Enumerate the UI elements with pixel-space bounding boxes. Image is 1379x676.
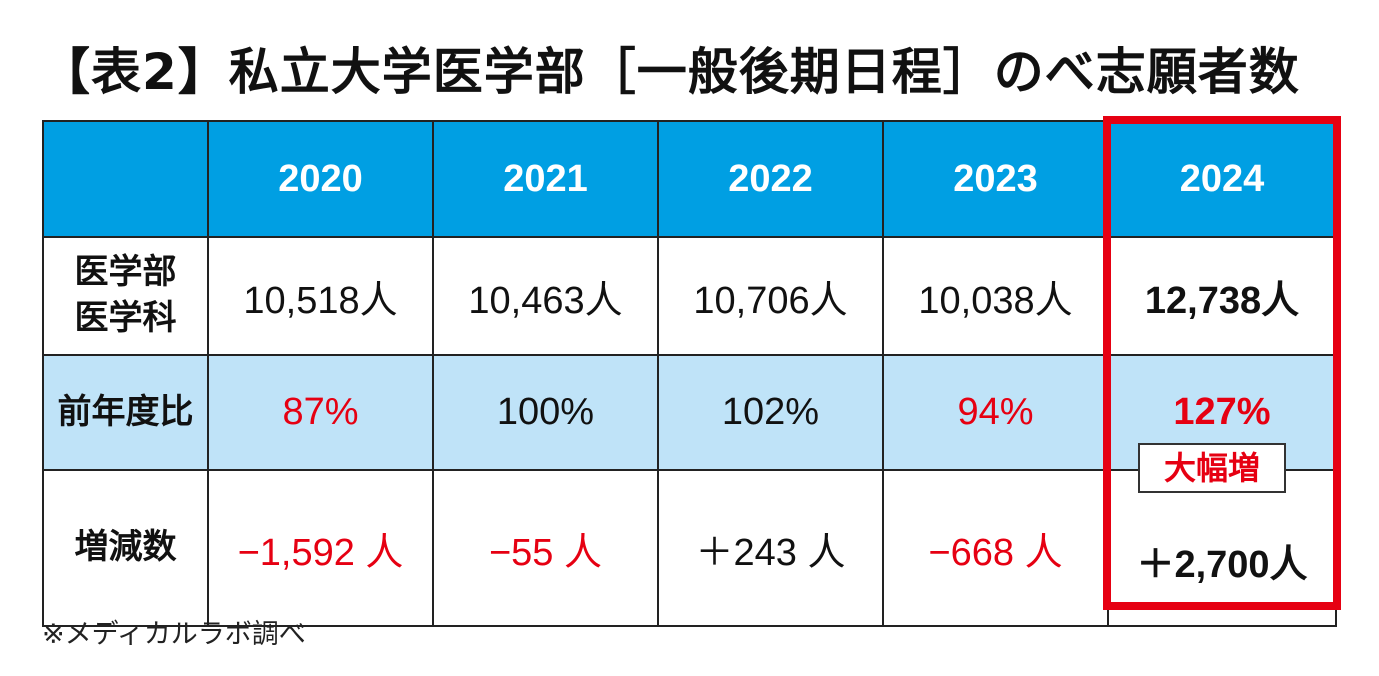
row-label-applicants: 医学部 医学科 [42, 236, 209, 356]
header-year-2021: 2021 [432, 120, 659, 238]
header-year-2024: 2024 [1107, 120, 1337, 238]
row-label-change: 増減数 [42, 469, 209, 627]
big-increase-badge: 大幅増 [1138, 443, 1286, 493]
row-change: 増減数 −1,592 人 −55 人 ＋243 人 −668 人 ＋2,700人 [42, 469, 1337, 627]
header-year-2023: 2023 [882, 120, 1109, 238]
cell-change-2023: −668 人 [882, 469, 1109, 627]
row-yoy-ratio: 前年度比 87% 100% 102% 94% 127% [42, 354, 1337, 471]
header-row: 2020 2021 2022 2023 2024 [42, 120, 1337, 238]
header-year-2020: 2020 [207, 120, 434, 238]
cell-applicants-2022: 10,706人 [657, 236, 884, 356]
row-applicants: 医学部 医学科 10,518人 10,463人 10,706人 10,038人 … [42, 236, 1337, 356]
cell-yoy-2021: 100% [432, 354, 659, 471]
header-corner [42, 120, 209, 238]
cell-change-2021: −55 人 [432, 469, 659, 627]
cell-yoy-2023: 94% [882, 354, 1109, 471]
cell-applicants-2024: 12,738人 [1107, 236, 1337, 356]
cell-applicants-2023: 10,038人 [882, 236, 1109, 356]
cell-change-2022: ＋243 人 [657, 469, 884, 627]
applicants-table: 2020 2021 2022 2023 2024 医学部 医学科 10,518人… [42, 120, 1337, 627]
row-label-yoy: 前年度比 [42, 354, 209, 471]
table-title: 【表2】私立大学医学部［一般後期日程］のべ志願者数 [40, 43, 1300, 101]
cell-yoy-2020: 87% [207, 354, 434, 471]
cell-change-2020: −1,592 人 [207, 469, 434, 627]
cell-applicants-2021: 10,463人 [432, 236, 659, 356]
source-note: ※メディカルラボ調べ [42, 619, 306, 650]
cell-applicants-2020: 10,518人 [207, 236, 434, 356]
header-year-2022: 2022 [657, 120, 884, 238]
cell-yoy-2022: 102% [657, 354, 884, 471]
cell-change-2024: ＋2,700人 [1107, 469, 1337, 627]
